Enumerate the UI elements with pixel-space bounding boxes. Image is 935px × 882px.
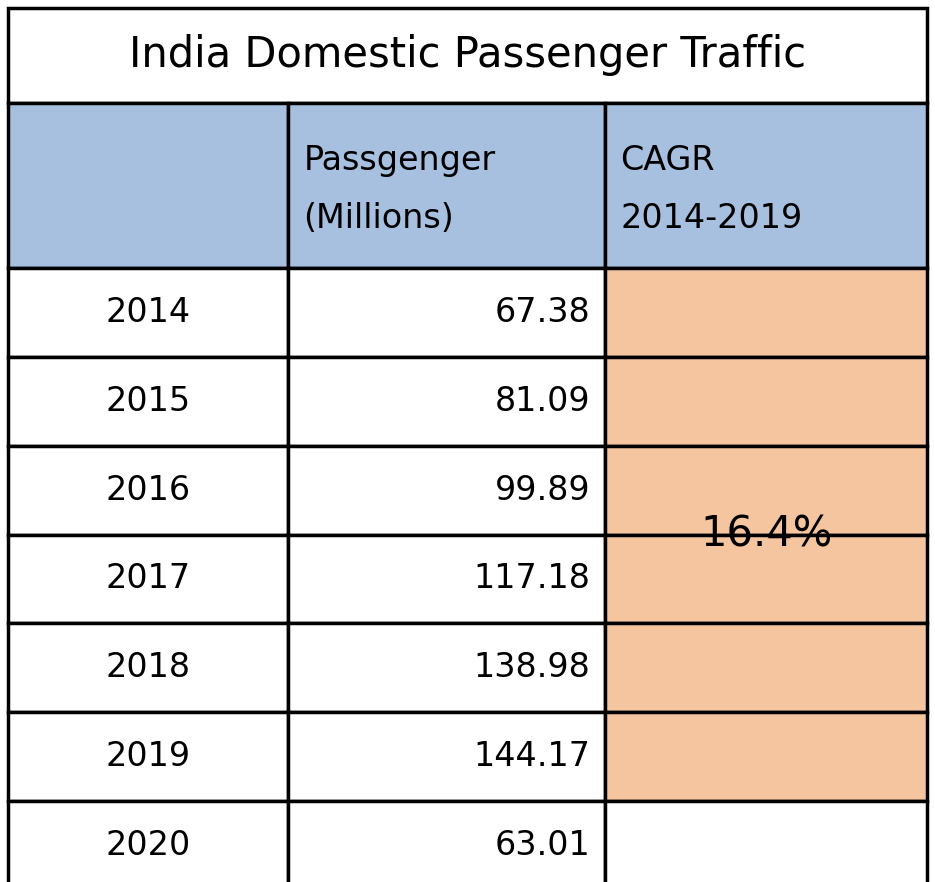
Bar — [605, 103, 927, 268]
Text: 2015: 2015 — [106, 385, 191, 418]
Text: 99.89: 99.89 — [495, 474, 590, 506]
Text: 2018: 2018 — [106, 652, 191, 684]
Bar — [605, 445, 927, 534]
Bar — [8, 268, 288, 357]
Text: 138.98: 138.98 — [474, 652, 590, 684]
Bar — [8, 8, 927, 103]
Bar — [605, 713, 927, 801]
Bar — [605, 801, 927, 882]
Bar — [288, 357, 605, 445]
Bar — [605, 534, 927, 624]
Text: India Domestic Passenger Traffic: India Domestic Passenger Traffic — [129, 34, 806, 77]
Text: CAGR: CAGR — [620, 145, 715, 177]
Text: 144.17: 144.17 — [473, 740, 590, 774]
Text: 67.38: 67.38 — [495, 296, 590, 329]
Text: Passgenger: Passgenger — [303, 145, 496, 177]
Bar — [288, 534, 605, 624]
Text: 2019: 2019 — [106, 740, 191, 774]
Bar — [8, 534, 288, 624]
Text: 2017: 2017 — [106, 563, 191, 595]
Text: (Millions): (Millions) — [303, 202, 454, 235]
Text: 117.18: 117.18 — [473, 563, 590, 595]
Text: 2016: 2016 — [106, 474, 191, 506]
Bar — [288, 713, 605, 801]
Text: 81.09: 81.09 — [495, 385, 590, 418]
Text: 16.4%: 16.4% — [700, 513, 832, 556]
Bar — [8, 445, 288, 534]
Bar — [605, 357, 927, 445]
Bar — [288, 624, 605, 713]
Bar — [605, 624, 927, 713]
Bar — [8, 357, 288, 445]
Bar — [8, 624, 288, 713]
Bar — [8, 713, 288, 801]
Bar — [8, 801, 288, 882]
Text: 2014: 2014 — [106, 296, 191, 329]
Text: 63.01: 63.01 — [495, 829, 590, 862]
Bar — [288, 801, 605, 882]
Text: 2014-2019: 2014-2019 — [620, 202, 802, 235]
Text: 2020: 2020 — [106, 829, 191, 862]
Bar — [288, 103, 605, 268]
Bar — [8, 103, 288, 268]
Bar — [605, 268, 927, 357]
Bar — [288, 445, 605, 534]
Bar — [288, 268, 605, 357]
